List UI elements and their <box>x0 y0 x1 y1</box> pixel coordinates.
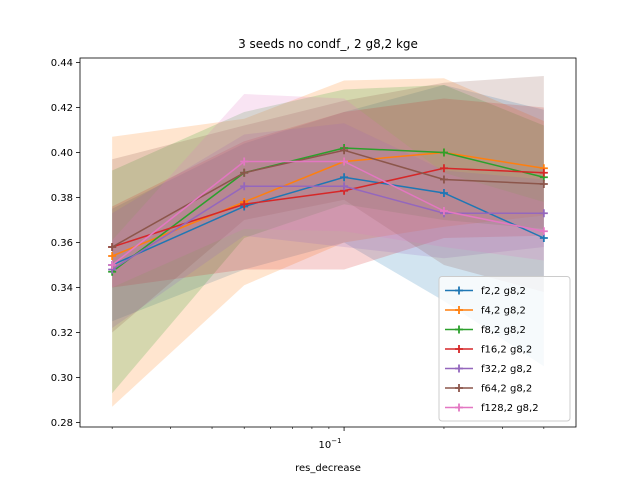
y-tick-label-5: 0.38 <box>51 193 73 204</box>
y-tick-label-2: 0.32 <box>51 328 73 339</box>
y-tick-label-4: 0.36 <box>51 238 73 249</box>
point-f16-2-g8-2-4 <box>539 168 548 177</box>
point-f64-2-g8-2-3 <box>439 175 448 184</box>
legend-label-f8-2-g8-2: f8,2 g8,2 <box>481 325 526 336</box>
y-axis: 0.28 0.30 0.32 0.34 0.36 0.38 0.40 0.42 0.44 <box>51 58 80 429</box>
point-f64-2-g8-2-1 <box>240 168 249 177</box>
legend-label-f64-2-g8-2: f64,2 g8,2 <box>481 384 532 395</box>
legend-label-f16-2-g8-2: f16,2 g8,2 <box>481 345 532 356</box>
point-f64-2-g8-2-4 <box>539 180 548 188</box>
band-f64-2-g8-2 <box>112 76 544 333</box>
x-axis: 10−1 <box>111 427 545 451</box>
y-tick-label-0: 0.28 <box>51 418 73 429</box>
legend: f2,2 g8,2 f4,2 g8,2 f8,2 g8,2 f16,2 g8,2 f32… <box>438 276 571 422</box>
point-f2-2-g8-2-4 <box>539 234 548 242</box>
legend-label-f128-2-g8-2: f128,2 g8,2 <box>481 403 539 414</box>
x-axis-label: res_decrease <box>295 463 361 474</box>
x-tick-exponent: −1 <box>331 437 341 445</box>
point-f64-2-g8-2-0 <box>108 243 117 251</box>
point-f128-2-g8-2-1 <box>240 157 249 166</box>
band-f8-2-g8-2 <box>112 85 544 394</box>
point-f128-2-g8-2-0 <box>108 261 117 269</box>
point-f2-2-g8-2-2 <box>340 173 349 182</box>
y-tick-label-1: 0.30 <box>51 373 73 384</box>
legend-label-f2-2-g8-2: f2,2 g8,2 <box>481 286 526 297</box>
point-f32-2-g8-2-2 <box>340 182 349 191</box>
band-f2-2-g8-2 <box>112 85 544 367</box>
legend-marker-f4-2-g8-2 <box>455 306 463 314</box>
point-f128-2-g8-2-2 <box>340 157 349 166</box>
point-f4-2-g8-2-0 <box>108 252 117 260</box>
point-f32-2-g8-2-4 <box>539 209 548 218</box>
point-f128-2-g8-2-3 <box>439 207 448 215</box>
point-f32-2-g8-2-1 <box>240 182 249 191</box>
legend-marker-f128-2-g8-2 <box>455 403 463 412</box>
x-tick-label-major: 10−1 <box>318 437 341 451</box>
legend-marker-f64-2-g8-2 <box>455 384 463 392</box>
y-tick-label-8: 0.44 <box>51 58 73 69</box>
band-f32-2-g8-2 <box>112 123 544 328</box>
y-tick-label-7: 0.42 <box>51 103 73 114</box>
confidence-bands <box>112 76 544 407</box>
legend-marker-f32-2-g8-2 <box>455 364 463 373</box>
point-f16-2-g8-2-3 <box>439 164 448 173</box>
point-f2-2-g8-2-3 <box>439 189 448 197</box>
point-f128-2-g8-2-4 <box>539 227 548 236</box>
band-f128-2-g8-2 <box>112 94 544 288</box>
y-tick-label-6: 0.40 <box>51 148 73 159</box>
series-markers <box>108 144 548 276</box>
x-tick-base: 10 <box>318 440 331 451</box>
point-f64-2-g8-2-2 <box>340 146 349 155</box>
legend-label-f32-2-g8-2: f32,2 g8,2 <box>481 364 532 375</box>
band-f4-2-g8-2 <box>112 78 544 407</box>
chart-title: 3 seeds no condf_, 2 g8,2 kge <box>238 37 418 51</box>
y-tick-label-3: 0.34 <box>51 283 73 294</box>
legend-marker-f2-2-g8-2 <box>455 286 463 295</box>
legend-marker-f16-2-g8-2 <box>455 345 463 353</box>
point-f8-2-g8-2-3 <box>439 148 448 157</box>
legend-label-f4-2-g8-2: f4,2 g8,2 <box>481 306 526 317</box>
legend-marker-f8-2-g8-2 <box>455 325 463 334</box>
point-f16-2-g8-2-1 <box>240 200 249 209</box>
legend-box <box>438 276 571 422</box>
